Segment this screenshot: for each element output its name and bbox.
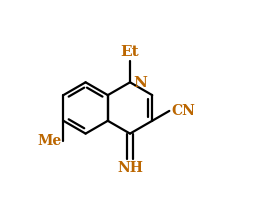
Text: N: N	[133, 76, 147, 90]
Text: Et: Et	[121, 45, 139, 59]
Text: Me: Me	[37, 134, 61, 148]
Text: CN: CN	[171, 104, 195, 118]
Text: NH: NH	[117, 161, 143, 175]
